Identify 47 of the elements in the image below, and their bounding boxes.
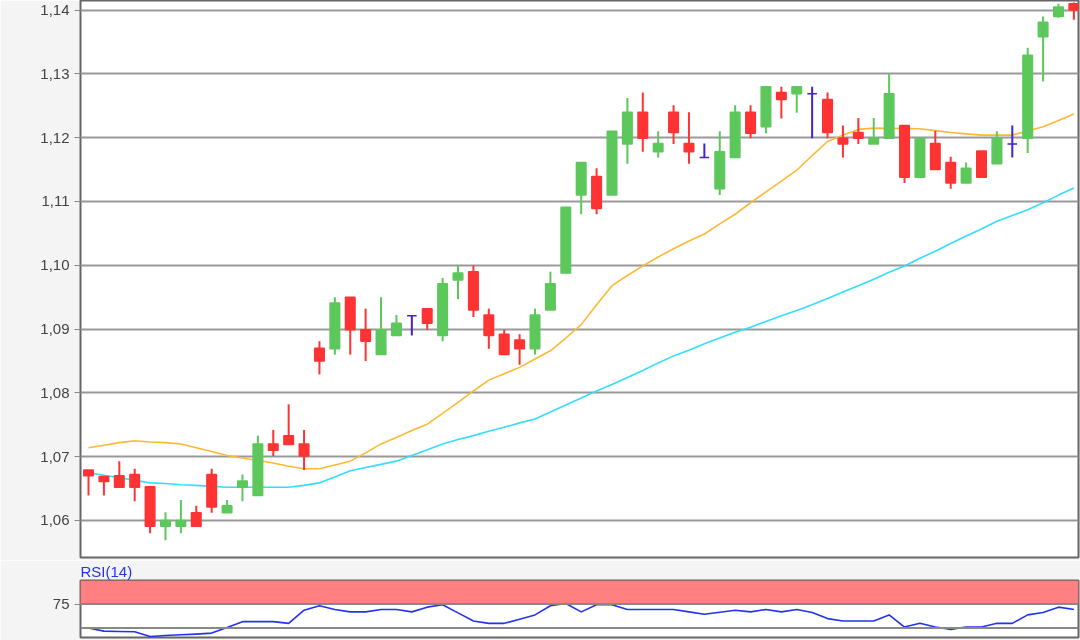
- candlestick: [745, 104, 757, 140]
- candlestick: [514, 333, 526, 366]
- y-tick-label: 1,06: [40, 511, 70, 529]
- candlestick: [1037, 15, 1049, 83]
- candlestick: [945, 155, 957, 190]
- y-tick-label: 1,11: [41, 192, 70, 210]
- candlestick: [668, 104, 680, 146]
- y-tick-label: 1,09: [40, 320, 70, 338]
- candlestick: [683, 111, 695, 165]
- candlestick: [283, 403, 295, 446]
- candlestick: [960, 161, 972, 184]
- candlestick: [159, 511, 172, 542]
- candlestick: [190, 504, 202, 528]
- candlestick: [698, 142, 710, 159]
- y-tick-label: 1,13: [40, 64, 70, 82]
- candlestick: [390, 314, 402, 337]
- candlestick: [236, 473, 248, 503]
- text: 75: [52, 595, 70, 613]
- y-tick-label: 1,10: [40, 256, 70, 274]
- candlestick: [775, 85, 787, 120]
- candlestick: [175, 499, 187, 535]
- candlestick: [360, 307, 372, 362]
- candlestick: [421, 307, 433, 331]
- candlestick: [852, 116, 864, 146]
- y-tick-label: 1,14: [40, 1, 70, 19]
- candlestick: [98, 475, 110, 497]
- chart-title: RSI(14): [80, 563, 133, 580]
- y-tick-label: 1,08: [40, 383, 70, 401]
- candlestick: [406, 314, 418, 337]
- candlestick: [313, 340, 325, 376]
- candlestick: [113, 460, 125, 489]
- candlestick: [498, 328, 510, 356]
- candlestick: [452, 264, 464, 301]
- line-series: [87, 113, 1075, 470]
- candlestick: [483, 307, 495, 350]
- candlestick: [82, 469, 95, 497]
- candlestick: [868, 116, 880, 146]
- candlestick: [267, 428, 279, 458]
- candlestick: [298, 428, 310, 472]
- candlestick: [837, 124, 849, 159]
- y-tick-label: 1,07: [40, 447, 70, 465]
- candlestick: [806, 85, 818, 140]
- candlestick: [1006, 124, 1018, 159]
- candlestick: [129, 467, 141, 503]
- candlestick: [791, 85, 803, 114]
- y-tick-label: 1,12: [40, 128, 70, 146]
- candlestick: [652, 130, 664, 159]
